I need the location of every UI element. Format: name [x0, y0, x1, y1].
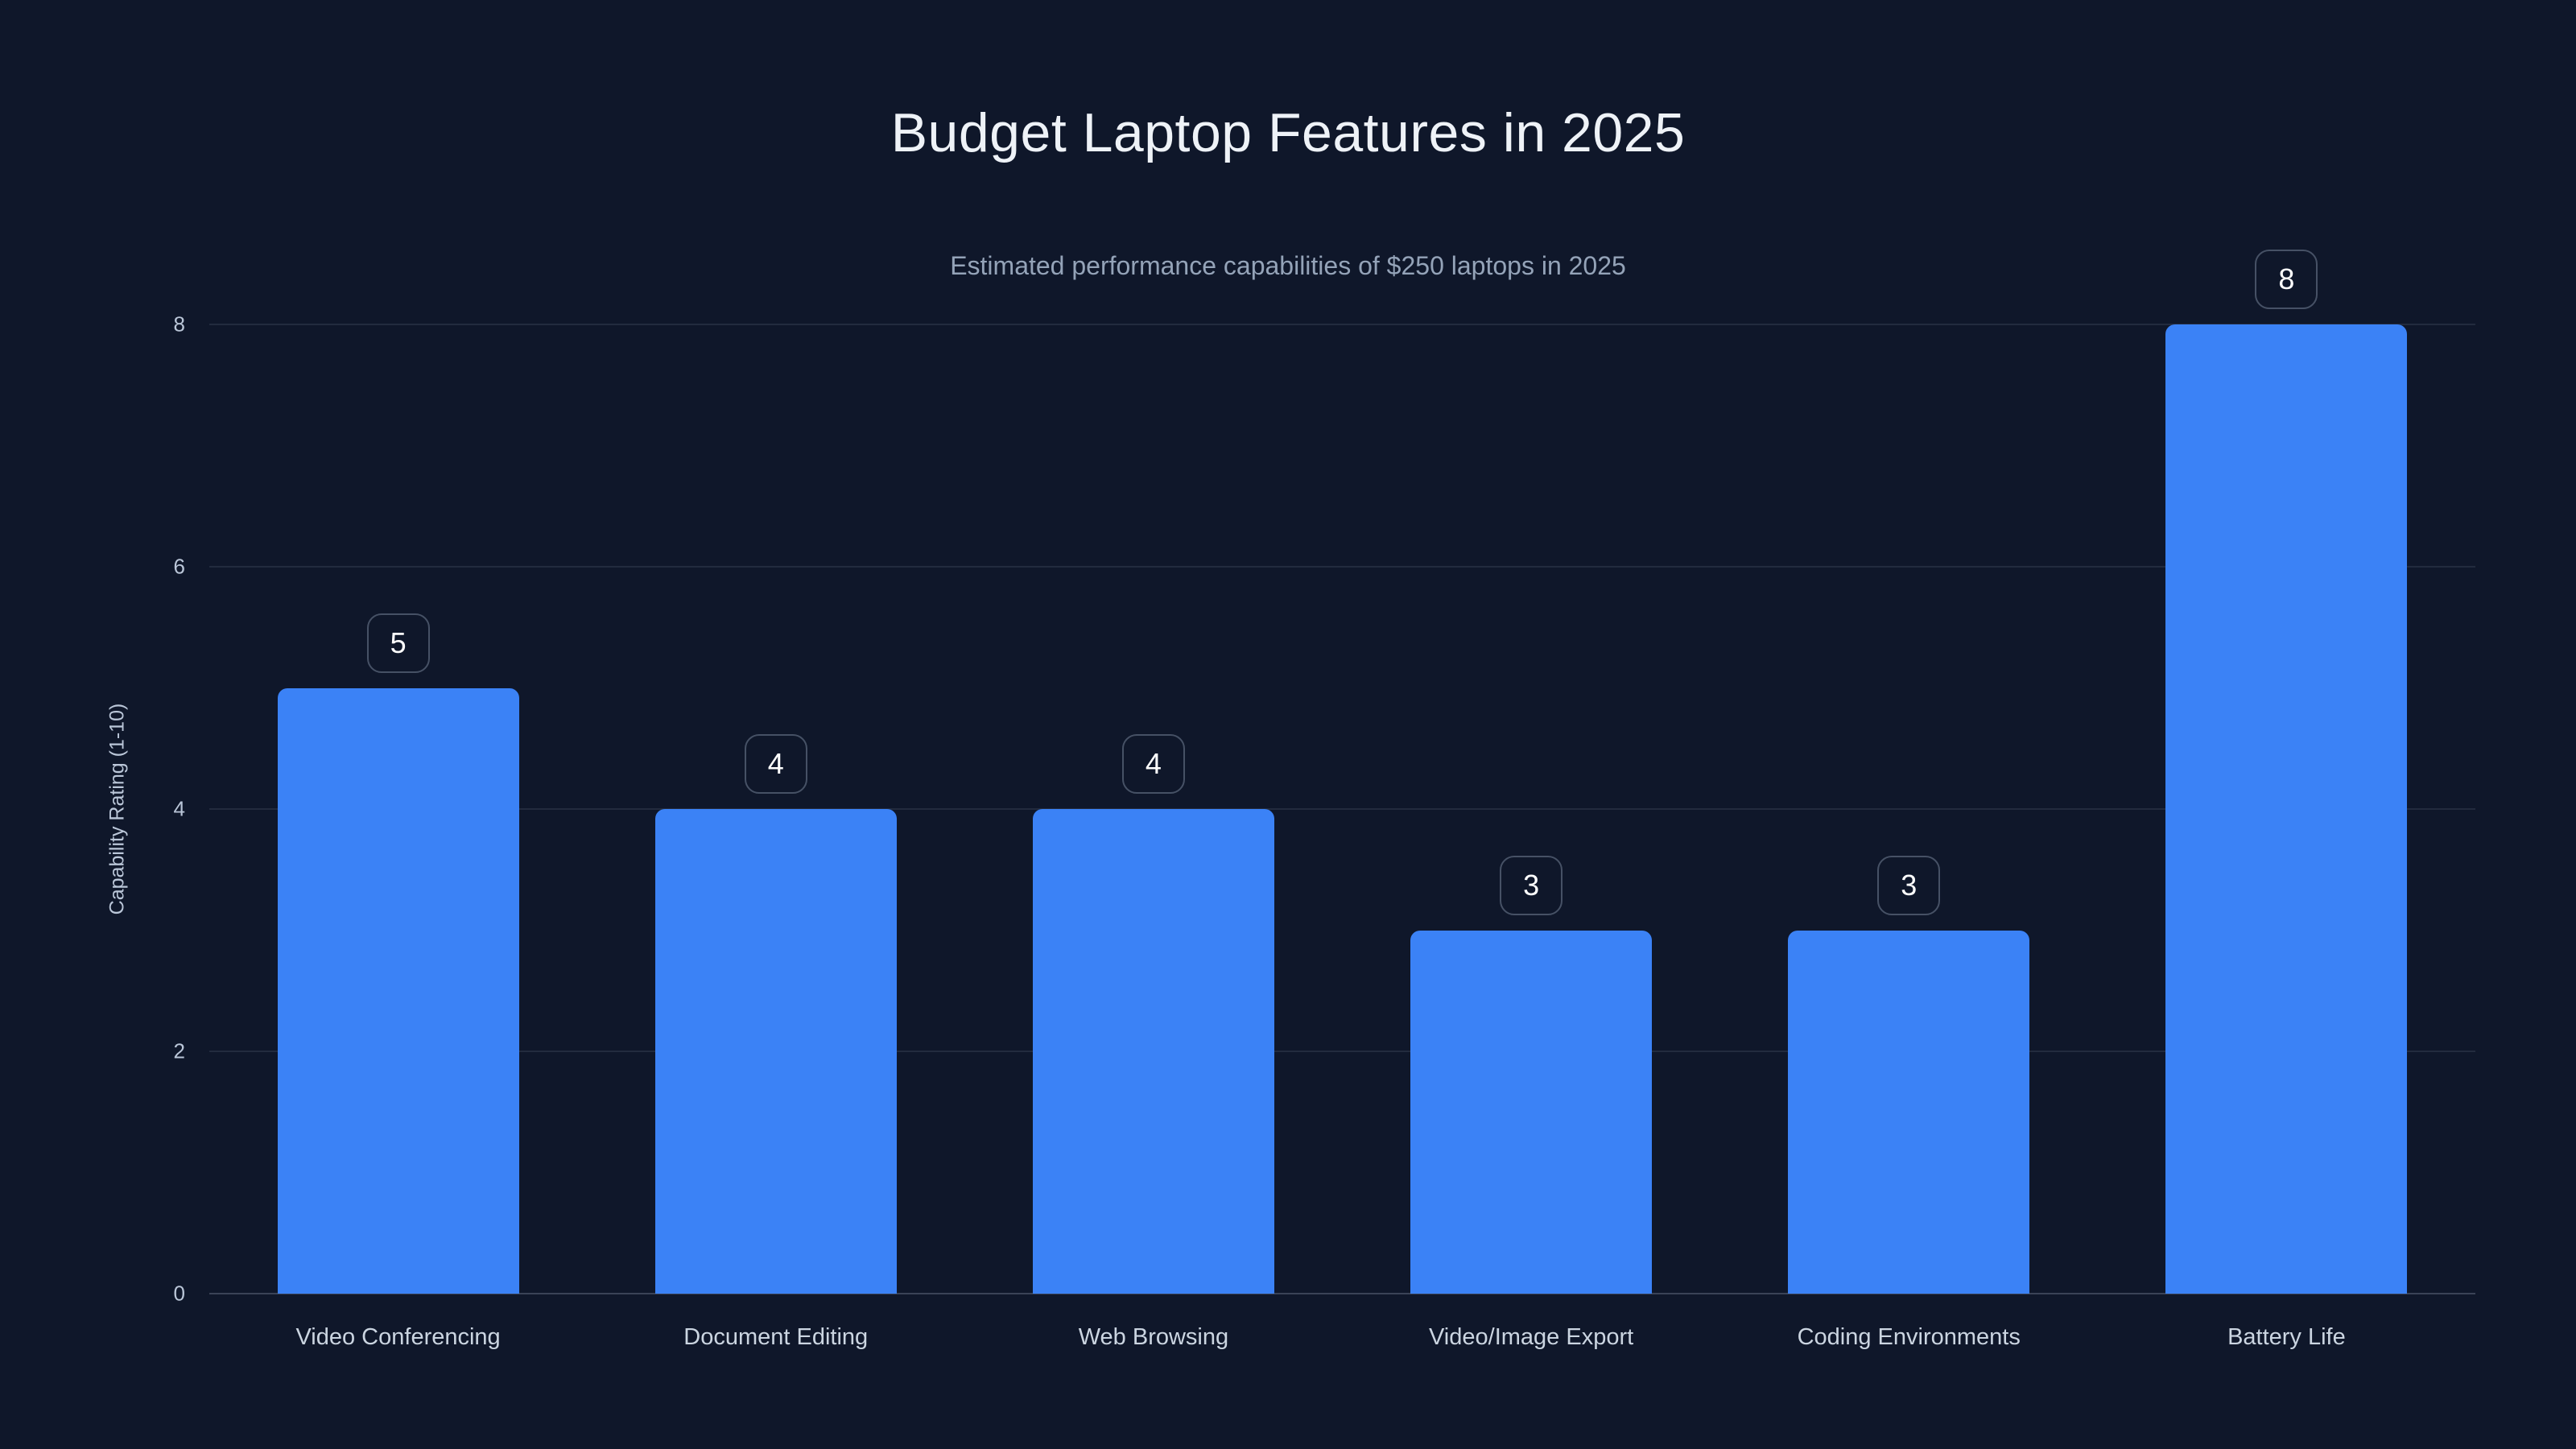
value-label-coding-environments: 3 — [1877, 855, 1941, 915]
bar-group-coding-environments: 3 Coding Environments — [1720, 324, 2098, 1350]
bar-battery-life[interactable] — [2165, 324, 2408, 1294]
bar-group-web-browsing: 4 Web Browsing — [964, 324, 1342, 1350]
value-label-video-image-export: 3 — [1500, 855, 1563, 915]
x-category-label-video-image-export: Video/Image Export — [1428, 1324, 1634, 1350]
y-tick-label-8: 8 — [173, 312, 185, 336]
chart-subtitle: Estimated performance capabilities of $2… — [950, 251, 1626, 280]
bar-group-video-image-export: 3 Video/Image Export — [1343, 324, 1720, 1350]
gridline-6 — [209, 566, 2475, 568]
chart-title: Budget Laptop Features in 2025 — [890, 102, 1686, 163]
bar-web-browsing[interactable] — [1032, 809, 1274, 1294]
value-label-document-editing: 4 — [744, 734, 807, 794]
gridline-8 — [209, 324, 2475, 325]
bar-group-battery-life: 8 Battery Life — [2098, 250, 2475, 1350]
plot-area: 0 2 4 6 8 5 Video Conferencing 4 Document Editin… — [174, 250, 2475, 1350]
y-tick-label-0: 0 — [173, 1281, 185, 1306]
bar-document-editing[interactable] — [654, 809, 897, 1294]
y-axis-title: Capability Rating (1-10) — [105, 703, 129, 915]
y-tick-label-4: 4 — [173, 796, 185, 821]
x-category-label-document-editing: Document Editing — [683, 1324, 869, 1350]
bar-video-conferencing[interactable] — [277, 687, 519, 1294]
bar-group-document-editing: 4 Document Editing — [587, 324, 964, 1350]
x-category-label-coding-environments: Coding Environments — [1797, 1324, 2021, 1350]
y-tick-label-2: 2 — [173, 1038, 185, 1063]
bar-coding-environments[interactable] — [1788, 930, 2030, 1294]
x-category-label-battery-life: Battery Life — [2227, 1324, 2346, 1350]
gridline-4 — [209, 808, 2475, 810]
gridline-2 — [209, 1051, 2475, 1052]
x-axis-baseline — [209, 1293, 2475, 1294]
y-tick-label-6: 6 — [173, 554, 185, 579]
value-label-battery-life: 8 — [2255, 250, 2318, 309]
x-category-label-video-conferencing: Video Conferencing — [295, 1324, 501, 1350]
value-label-web-browsing: 4 — [1121, 734, 1185, 794]
bar-group-video-conferencing: 5 Video Conferencing — [209, 324, 587, 1350]
bar-video-image-export[interactable] — [1410, 930, 1653, 1294]
value-label-video-conferencing: 5 — [366, 613, 430, 673]
x-category-label-web-browsing: Web Browsing — [1078, 1324, 1229, 1350]
